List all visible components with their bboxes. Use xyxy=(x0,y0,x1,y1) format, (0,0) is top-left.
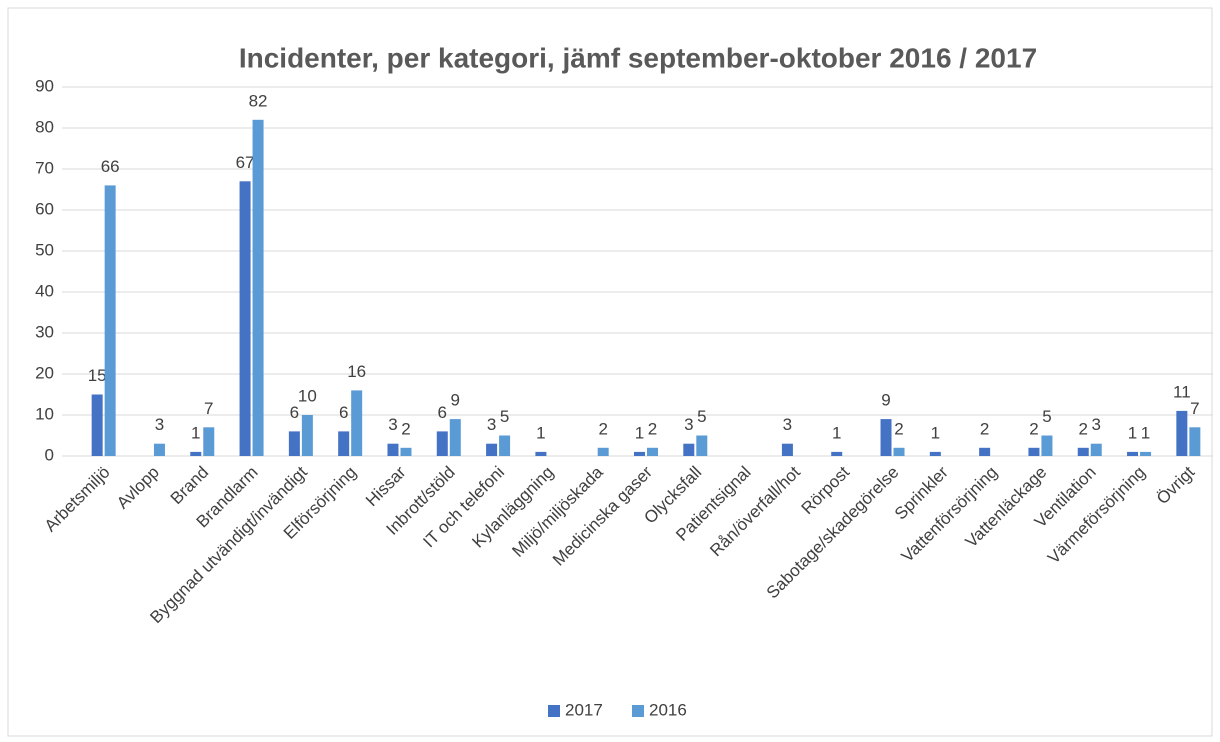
data-label: 2 xyxy=(894,419,903,438)
data-label: 9 xyxy=(881,391,890,410)
legend-swatch xyxy=(548,705,560,717)
y-tick-label: 30 xyxy=(35,322,54,341)
data-label: 7 xyxy=(1190,399,1199,418)
bar xyxy=(979,447,991,456)
bar xyxy=(647,447,658,456)
data-label: 2 xyxy=(648,419,657,438)
bar xyxy=(387,443,399,456)
y-tick-label: 90 xyxy=(35,76,54,95)
legend-swatch xyxy=(632,705,644,717)
legend-label: 2017 xyxy=(565,700,603,719)
bar xyxy=(203,427,215,456)
y-tick-label: 70 xyxy=(35,158,54,177)
bar xyxy=(104,185,116,456)
bar xyxy=(301,415,313,456)
bar xyxy=(634,451,645,456)
data-label: 10 xyxy=(298,386,317,405)
data-label: 2 xyxy=(1029,419,1038,438)
bar xyxy=(351,390,363,456)
y-tick-label: 20 xyxy=(35,363,54,382)
bar xyxy=(1140,451,1152,456)
bar xyxy=(239,181,251,457)
bar xyxy=(696,435,708,456)
y-tick-label: 50 xyxy=(35,240,54,259)
data-label: 6 xyxy=(290,403,299,422)
data-label: 15 xyxy=(88,366,107,385)
data-label: 3 xyxy=(684,415,693,434)
bar xyxy=(400,447,412,456)
bar xyxy=(929,451,941,456)
data-label: 1 xyxy=(1128,423,1137,442)
data-label: 1 xyxy=(635,423,644,442)
data-label: 1 xyxy=(536,423,545,442)
chart-border xyxy=(7,7,1213,737)
bar xyxy=(597,447,609,456)
bar xyxy=(288,431,300,456)
chart-title: Incidenter, per kategori, jämf september… xyxy=(239,42,1037,73)
bar xyxy=(1176,410,1188,456)
bar xyxy=(486,443,498,456)
data-label: 5 xyxy=(697,407,706,426)
bar xyxy=(1028,447,1040,456)
data-label: 7 xyxy=(204,399,213,418)
data-label: 6 xyxy=(339,403,348,422)
data-label: 2 xyxy=(980,419,989,438)
data-label: 5 xyxy=(500,407,509,426)
bar xyxy=(449,419,461,456)
data-label: 6 xyxy=(438,403,447,422)
data-label: 9 xyxy=(451,391,460,410)
y-tick-label: 40 xyxy=(35,281,54,300)
bar xyxy=(338,431,350,456)
data-label: 2 xyxy=(1079,419,1088,438)
bar xyxy=(880,419,892,456)
data-label: 67 xyxy=(236,153,255,172)
data-label: 1 xyxy=(191,423,200,442)
bar xyxy=(153,443,165,456)
data-label: 5 xyxy=(1042,407,1051,426)
data-label: 11 xyxy=(1173,382,1191,401)
y-tick-label: 10 xyxy=(35,404,54,423)
data-label: 2 xyxy=(598,419,607,438)
data-label: 82 xyxy=(249,91,268,110)
bar xyxy=(535,451,547,456)
legend-label: 2016 xyxy=(649,700,687,719)
bar xyxy=(893,447,905,456)
data-label: 1 xyxy=(931,423,940,442)
bar xyxy=(1041,435,1053,456)
data-label: 2 xyxy=(401,419,410,438)
data-label: 3 xyxy=(1092,415,1101,434)
bar xyxy=(1189,427,1201,456)
y-tick-label: 60 xyxy=(35,199,54,218)
bar xyxy=(683,443,695,456)
bar xyxy=(190,451,202,456)
bar xyxy=(1077,447,1089,456)
data-label: 66 xyxy=(101,157,120,176)
data-label: 3 xyxy=(783,415,792,434)
data-label: 1 xyxy=(1141,423,1150,442)
y-tick-label: 80 xyxy=(35,117,54,136)
bar xyxy=(91,394,103,456)
bar xyxy=(831,451,843,456)
bar xyxy=(1127,451,1139,456)
data-label: 3 xyxy=(388,415,397,434)
bar xyxy=(436,431,448,456)
data-label: 16 xyxy=(347,362,366,381)
bar xyxy=(252,119,264,457)
bar xyxy=(781,443,793,456)
bar xyxy=(1090,443,1102,456)
data-label: 1 xyxy=(832,423,841,442)
bar xyxy=(499,435,511,456)
data-label: 3 xyxy=(487,415,496,434)
y-tick-label: 0 xyxy=(45,445,54,464)
data-label: 3 xyxy=(155,415,164,434)
